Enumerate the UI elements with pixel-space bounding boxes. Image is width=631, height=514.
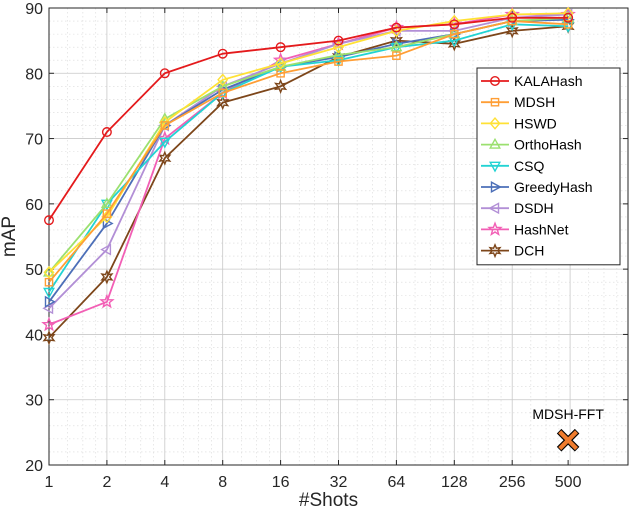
data-point: [450, 29, 459, 39]
data-point: [276, 68, 285, 78]
data-point: [44, 215, 55, 226]
series-line: [48, 23, 569, 293]
x-tick-label: 4: [160, 474, 169, 491]
legend-marker: [488, 202, 500, 215]
legend-entry: KALAHash: [481, 73, 582, 89]
series-line: [48, 20, 569, 283]
legend-label: OrthoHash: [514, 137, 582, 153]
data-point: [334, 57, 343, 66]
legend-entry: OrthoHash: [481, 137, 582, 153]
x-tick-label: 8: [218, 474, 227, 491]
series-line: [48, 13, 569, 309]
legend-label: HSWD: [514, 115, 557, 131]
legend-label: DCH: [514, 243, 544, 259]
legend-marker: [489, 137, 501, 149]
annotation-marker: [556, 428, 580, 452]
data-point: [275, 57, 287, 70]
data-point: [41, 316, 57, 332]
x-tick-label: 128: [441, 474, 468, 491]
data-point: [448, 14, 460, 28]
data-point: [160, 121, 170, 130]
annotation-label: MDSH-FFT: [532, 406, 604, 422]
x-tick-label: 1: [45, 474, 54, 491]
legend-entry: HashNet: [481, 221, 569, 237]
series-line: [48, 13, 569, 326]
legend-label: GreedyHash: [514, 179, 593, 195]
data-point: [216, 95, 230, 111]
data-point: [42, 330, 56, 346]
data-point: [100, 243, 112, 256]
legend-marker: [490, 97, 500, 107]
series-kalahash: [44, 12, 574, 226]
legend-marker: [490, 181, 502, 193]
data-point: [158, 137, 171, 149]
legend-entry: HSWD: [481, 115, 557, 131]
data-point: [218, 88, 228, 98]
data-point: [275, 42, 286, 53]
data-point: [391, 22, 402, 33]
data-point: [273, 78, 288, 94]
data-point: [506, 8, 518, 21]
x-tick-label: 32: [330, 474, 348, 491]
y-tick-label: 30: [25, 393, 43, 410]
data-point: [101, 127, 112, 138]
legend-marker: [490, 75, 501, 86]
y-tick-label: 40: [25, 327, 43, 344]
data-point: [217, 73, 229, 87]
y-tick-label: 90: [25, 1, 43, 18]
legend-label: HashNet: [514, 221, 569, 237]
x-tick-label: 64: [388, 474, 406, 491]
x-tick-label: 256: [499, 474, 526, 491]
data-point: [217, 48, 228, 59]
y-axis-title: mAP: [0, 216, 20, 257]
legend-entry: DCH: [481, 243, 544, 259]
legend-entry: GreedyHash: [481, 179, 593, 195]
legend-marker: [489, 161, 501, 173]
data-point: [102, 209, 112, 218]
legend-marker: [487, 221, 503, 237]
data-point: [99, 293, 115, 309]
y-tick-label: 50: [25, 262, 43, 279]
y-tick-label: 70: [25, 132, 43, 149]
y-tick-label: 20: [25, 458, 43, 475]
legend-entry: DSDH: [481, 200, 554, 216]
data-point: [332, 40, 345, 54]
data-point: [390, 40, 403, 52]
data-point: [100, 199, 113, 211]
legend-label: MDSH: [514, 94, 555, 110]
data-point: [100, 197, 113, 209]
series-line: [48, 16, 569, 221]
data-point: [44, 277, 54, 287]
data-point: [563, 12, 574, 23]
data-point: [505, 23, 519, 39]
data-point: [100, 269, 114, 285]
legend-marker: [489, 117, 501, 130]
data-point: [333, 35, 344, 46]
legend-marker: [488, 242, 502, 259]
x-axis-title: #Shots: [299, 490, 358, 511]
x-tick-label: 2: [102, 474, 111, 491]
data-point: [449, 19, 460, 30]
data-point: [159, 115, 171, 129]
x-tick-label: 16: [272, 474, 290, 491]
data-point: [392, 51, 401, 60]
data-point: [159, 68, 170, 79]
x-tick-label: 500: [555, 474, 582, 491]
data-point: [43, 287, 55, 299]
y-tick-label: 60: [25, 197, 43, 214]
data-point: [43, 266, 55, 279]
data-point: [44, 295, 56, 308]
legend-label: KALAHash: [514, 73, 582, 89]
legend-entry: MDSH: [481, 94, 555, 110]
x-marker: [558, 430, 579, 451]
data-point: [563, 20, 573, 29]
legend-label: CSQ: [514, 158, 544, 174]
data-point: [507, 12, 518, 23]
data-point: [43, 265, 55, 277]
legend-label: DSDH: [514, 200, 554, 216]
y-tick-label: 80: [25, 66, 43, 83]
legend-entry: CSQ: [481, 158, 544, 174]
